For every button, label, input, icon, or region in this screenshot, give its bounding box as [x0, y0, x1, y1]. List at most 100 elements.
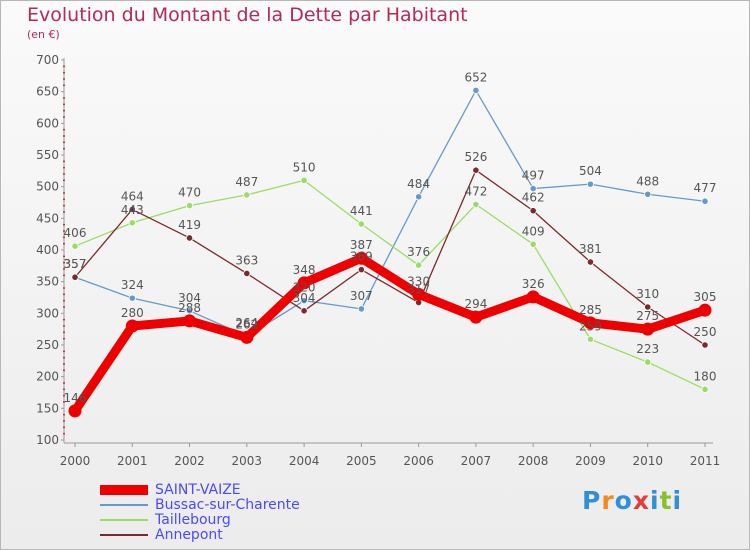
data-label: 264 — [235, 316, 258, 330]
legend-swatch — [100, 485, 148, 495]
data-label: 348 — [293, 263, 316, 277]
data-label: 288 — [178, 301, 201, 315]
proxiti-logo: Proxiti — [582, 486, 682, 515]
data-point — [586, 258, 595, 266]
data-label: 280 — [121, 306, 144, 320]
x-tick-label: 2003 — [232, 454, 263, 468]
data-point — [300, 307, 308, 315]
logo-letter: x — [632, 486, 650, 515]
data-point — [644, 190, 652, 198]
data-label: 310 — [636, 287, 659, 301]
data-point — [357, 266, 365, 274]
data-label: 441 — [350, 204, 373, 218]
data-point — [68, 404, 82, 418]
logo-letter: o — [614, 486, 633, 515]
logo-letter: i — [650, 486, 660, 515]
data-point — [183, 314, 197, 328]
data-point — [415, 193, 423, 201]
data-label: 464 — [121, 189, 144, 203]
data-label: 381 — [579, 242, 602, 256]
data-label: 262 — [235, 317, 258, 331]
x-tick-label: 2009 — [575, 454, 606, 468]
data-label: 363 — [235, 253, 258, 267]
chart-title: Evolution du Montant de la Dette par Hab… — [27, 4, 468, 26]
data-label: 497 — [522, 169, 545, 183]
series-line-2 — [74, 179, 706, 390]
x-tick-label: 2007 — [461, 454, 492, 468]
data-point — [128, 205, 136, 214]
data-label: 326 — [522, 277, 545, 291]
data-label: 510 — [293, 160, 316, 174]
data-point — [300, 297, 308, 305]
data-label: 285 — [579, 303, 602, 317]
data-label: 305 — [694, 290, 717, 304]
data-labels: 357 324 304 264 320 307 484 652 497 504 488 477 406 4… — [64, 70, 717, 404]
data-point — [529, 207, 537, 215]
legend-swatch — [100, 504, 148, 506]
series-line-3 — [74, 169, 706, 346]
data-point — [529, 240, 537, 248]
data-label: 443 — [121, 203, 144, 217]
data-label: 526 — [464, 150, 487, 164]
y-tick-label: 300 — [36, 306, 59, 320]
data-label: 357 — [64, 257, 87, 271]
data-point — [701, 197, 709, 205]
data-point — [128, 219, 136, 227]
data-label: 259 — [579, 319, 602, 333]
x-tick-label: 2001 — [117, 454, 148, 468]
data-label: 180 — [694, 369, 717, 383]
data-point — [185, 202, 194, 210]
y-tick-label: 500 — [36, 180, 59, 194]
data-point — [469, 310, 483, 324]
data-label: 146 — [64, 391, 87, 405]
y-tick-label: 200 — [36, 370, 59, 384]
data-label: 387 — [350, 238, 373, 252]
legend-swatch — [100, 519, 148, 521]
data-point — [472, 166, 480, 174]
y-tick-label: 400 — [36, 243, 59, 257]
data-label: 275 — [636, 309, 659, 323]
data-label: 652 — [464, 70, 487, 84]
data-point — [412, 287, 426, 301]
data-label: 419 — [178, 218, 201, 232]
y-tick-label: 350 — [36, 275, 59, 289]
data-label: 488 — [636, 174, 659, 188]
y-tick-label: 550 — [36, 148, 59, 162]
data-point — [415, 261, 423, 269]
data-point — [701, 385, 709, 393]
data-point — [297, 276, 311, 290]
legend-label: Annepont — [155, 527, 223, 543]
data-label: 409 — [522, 224, 545, 238]
data-label: 250 — [694, 325, 717, 339]
y-tick-label: 600 — [36, 116, 59, 130]
x-tick-label: 2008 — [518, 454, 549, 468]
y-tick-label: 650 — [36, 85, 59, 99]
data-point — [644, 358, 652, 366]
data-label: 477 — [694, 181, 717, 195]
y-tick-label: 150 — [36, 401, 59, 415]
data-point — [583, 316, 597, 330]
y-tick-label: 250 — [36, 338, 59, 352]
logo-letter: r — [601, 486, 615, 515]
data-label: 330 — [407, 274, 430, 288]
series-lines — [68, 86, 712, 418]
logo-letter: P — [582, 486, 602, 515]
data-label: 470 — [178, 186, 201, 200]
data-point — [529, 184, 537, 193]
x-tick-label: 2005 — [346, 454, 377, 468]
data-label: 320 — [293, 281, 316, 295]
data-label: 376 — [407, 245, 430, 259]
data-point — [300, 176, 308, 184]
data-point — [71, 242, 79, 250]
data-point — [128, 294, 136, 302]
y-tick-label: 100 — [36, 433, 59, 447]
data-point — [243, 269, 251, 278]
data-point — [586, 335, 595, 343]
data-point — [472, 86, 480, 95]
data-point — [357, 220, 365, 228]
x-tick-label: 2006 — [403, 454, 434, 468]
data-label: 307 — [350, 289, 373, 303]
y-tick-label: 450 — [36, 211, 59, 225]
data-point — [185, 307, 194, 315]
